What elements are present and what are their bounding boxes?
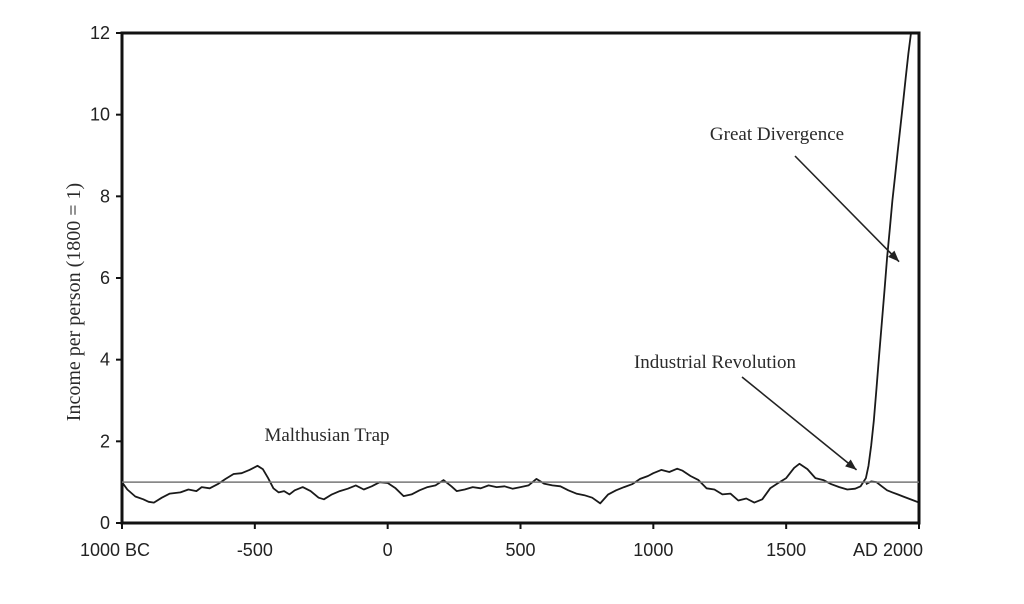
- annotation-arrow-line: [794, 155, 900, 263]
- annotation-malthusian-trap: Malthusian Trap: [264, 425, 389, 446]
- series-line-1: [121, 32, 919, 505]
- y-tick-label: 10: [90, 105, 110, 125]
- y-tick-label: 4: [100, 350, 110, 370]
- annotation-industrial-revolution: Industrial Revolution: [634, 352, 797, 373]
- x-tick-label: -500: [237, 540, 273, 560]
- x-tick-label: 1000 BC: [80, 540, 150, 560]
- annotation-great-divergence: Great Divergence: [710, 124, 844, 145]
- x-tick-label: 0: [383, 540, 393, 560]
- series-line-2: [865, 480, 920, 504]
- y-axis-label: Income per person (1800 = 1): [63, 183, 85, 421]
- y-tick-label: 12: [90, 23, 110, 43]
- y-tick-label: 0: [100, 513, 110, 533]
- series-layer: [121, 32, 920, 505]
- x-tick-label: 1500: [766, 540, 806, 560]
- annotation-arrow-line: [741, 376, 858, 471]
- x-tick-label: 1000: [633, 540, 673, 560]
- frame-layer: [120, 31, 921, 525]
- ticks-layer: 0 2 4 6 8 10 12 1000 BC -500 0 500 1000 1500 AD 2000: [80, 23, 923, 560]
- plot-frame: [120, 31, 921, 525]
- y-tick-label: 2: [100, 431, 110, 451]
- x-tick-label: 500: [505, 540, 535, 560]
- annotation-arrow-head: [888, 250, 900, 262]
- annotation-arrow-head: [845, 459, 857, 470]
- y-tick-label: 6: [100, 268, 110, 288]
- arrow-layer: [741, 155, 900, 471]
- x-tick-label: AD 2000: [853, 540, 923, 560]
- y-tick-label: 8: [100, 186, 110, 206]
